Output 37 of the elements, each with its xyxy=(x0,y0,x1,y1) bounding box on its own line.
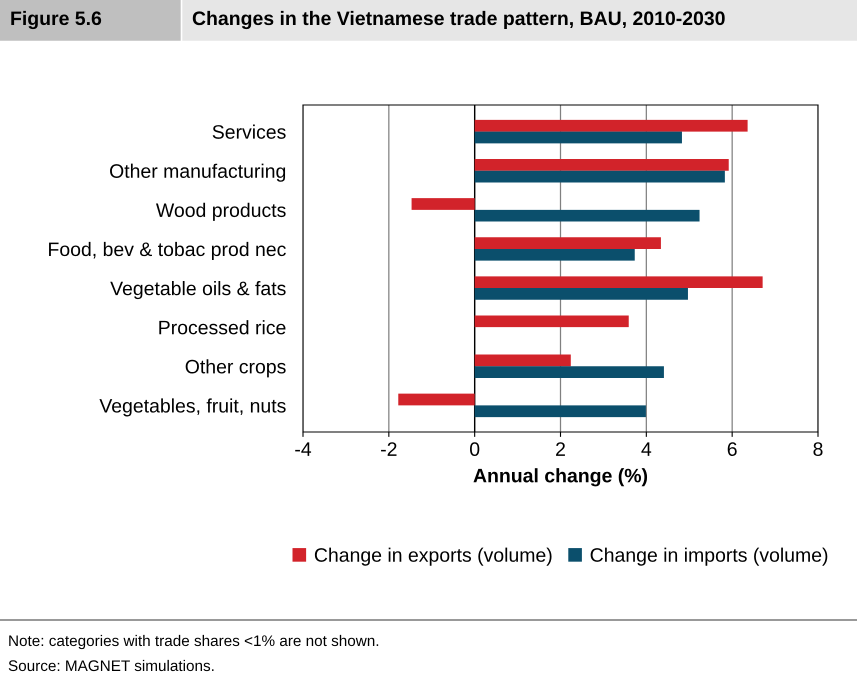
y-tick-label: Other manufacturing xyxy=(110,164,286,182)
x-tick-label: 8 xyxy=(813,442,823,456)
x-tick-label: -2 xyxy=(381,442,397,456)
legend-label: Change in imports (volume) xyxy=(590,548,828,566)
chart-title: Changes in the Vietnamese trade pattern, BAU, 2010-2030 xyxy=(192,10,725,30)
bar xyxy=(412,198,475,210)
text: Note: categories with trade shares <1% are not shown. xyxy=(9,634,378,650)
bar xyxy=(474,405,646,418)
bar xyxy=(474,132,682,144)
y-tick-label: Other crops xyxy=(186,359,286,378)
bar xyxy=(474,354,571,366)
y-tick-label: Wood products xyxy=(156,202,286,221)
bar xyxy=(474,210,700,222)
bar xyxy=(474,248,635,261)
source-note: Source: MAGNET simulations. xyxy=(8,660,214,672)
bar xyxy=(398,394,475,406)
y-tick-label: Vegetables, fruit, nuts xyxy=(99,398,286,416)
text: Figure 5.6 xyxy=(11,10,102,30)
bar xyxy=(474,366,664,378)
x-tick-label: -4 xyxy=(295,442,312,456)
y-tick-label: Food, bev & tobac prod nec xyxy=(49,242,286,260)
bar xyxy=(474,170,725,182)
legend-label: Change in exports (volume) xyxy=(314,548,552,566)
y-tick-label: Vegetable oils & fats xyxy=(110,281,286,300)
x-tick-label: 0 xyxy=(470,442,480,456)
x-tick-label: 6 xyxy=(728,442,737,456)
y-tick-label: Services xyxy=(212,124,286,139)
x-tick-label: 4 xyxy=(641,442,652,456)
x-axis-title: Annual change (%) xyxy=(473,468,648,486)
bar xyxy=(474,315,629,328)
bar xyxy=(474,288,688,300)
bar xyxy=(474,120,748,132)
y-tick-label: Processed rice xyxy=(159,320,286,334)
bar xyxy=(474,158,729,171)
bar xyxy=(474,237,661,249)
x-tick-label: 2 xyxy=(556,442,565,456)
bar xyxy=(474,276,763,288)
